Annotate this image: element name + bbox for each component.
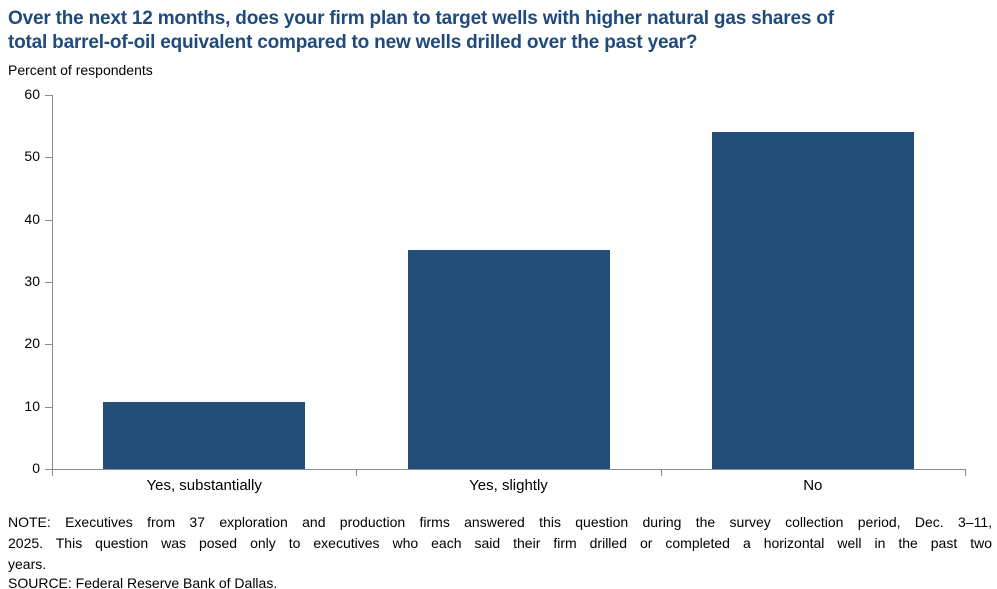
x-category-label: No [803, 477, 823, 494]
y-tick-label: 50 [24, 148, 40, 165]
y-axis-units-label: Percent of respondents [8, 62, 153, 78]
chart-title: Over the next 12 months, does your firm … [8, 7, 993, 55]
x-category-label: Yes, substantially [146, 477, 262, 494]
x-tick-mark [52, 470, 53, 476]
y-tick-mark [45, 282, 52, 283]
y-tick-mark [45, 469, 52, 470]
x-axis-line [52, 469, 966, 470]
note-line-3: years. [8, 556, 47, 572]
y-tick-label: 10 [24, 397, 40, 414]
chart-title-line-2: total barrel-of-oil equivalent compared … [8, 32, 698, 53]
y-tick-label: 40 [24, 210, 40, 227]
note-line-1: NOTE: Executives from 37 exploration and… [8, 514, 992, 530]
y-tick-label: 30 [24, 273, 40, 289]
source-text: SOURCE: Federal Reserve Bank of Dallas. [8, 575, 278, 589]
y-tick-mark [45, 219, 52, 221]
y-tick-mark [45, 344, 52, 346]
bar-yes-substantially [103, 401, 306, 469]
x-tick-mark [965, 470, 966, 476]
note-text: NOTE: Executives from 37 exploration and… [8, 512, 992, 575]
y-tick-mark [45, 157, 52, 159]
x-tick-mark [356, 470, 358, 476]
y-tick-label: 0 [32, 460, 40, 476]
note-line-2: 2025. This question was posed only to ex… [8, 535, 992, 551]
x-tick-mark [660, 470, 662, 476]
y-tick-label: 60 [24, 86, 40, 102]
bar-yes-slightly [407, 250, 610, 469]
y-tick-mark [45, 95, 52, 96]
y-axis-line [52, 95, 53, 469]
chart-title-line-1: Over the next 12 months, does your firm … [8, 8, 834, 29]
x-category-label: Yes, slightly [469, 477, 548, 494]
bar-no [711, 131, 914, 469]
y-tick-label: 20 [24, 335, 40, 352]
y-tick-mark [45, 406, 52, 408]
